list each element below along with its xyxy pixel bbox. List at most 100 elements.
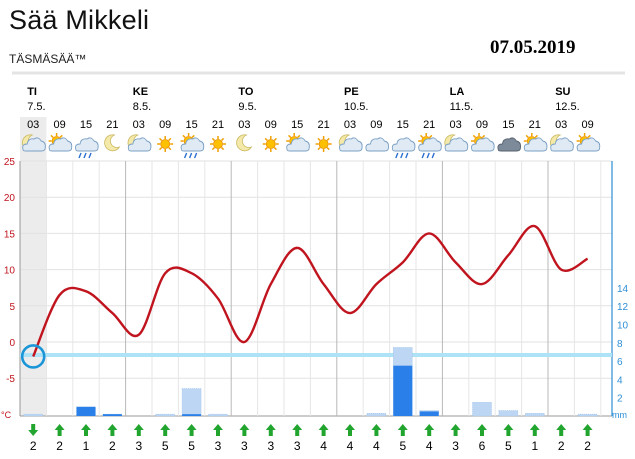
- wind-speed-label: 6: [479, 439, 486, 453]
- day-label-0: TI: [27, 86, 37, 98]
- wind-speed-label: 5: [188, 439, 195, 453]
- sun-cloud-icon: [286, 133, 310, 152]
- sun-rain-cloud-icon: [180, 133, 205, 159]
- precip-max-bar: [181, 388, 202, 417]
- left-tick-label: 25: [4, 157, 16, 168]
- wind-speed-label: 3: [294, 439, 301, 453]
- hour-label: 15: [397, 119, 409, 131]
- wind-speed-label: 3: [135, 439, 142, 453]
- day-label-5: SU: [555, 86, 570, 98]
- service-name: TÄSMÄSÄÄ™: [9, 52, 87, 66]
- hour-label: 09: [370, 119, 382, 131]
- hour-label: 03: [27, 119, 39, 131]
- current-time-marker: [20, 344, 46, 369]
- right-tick-label: 10: [617, 321, 629, 332]
- hour-label: 15: [502, 119, 514, 131]
- hour-label: 03: [344, 119, 356, 131]
- wind-speed-label: 5: [399, 439, 406, 453]
- rain-cloud-icon: [75, 137, 99, 159]
- wind-arrow-icon: [318, 424, 329, 436]
- rain-cloud-icon: [391, 137, 416, 159]
- current-column-shade: [20, 117, 47, 416]
- wind-arrow-icon: [265, 424, 276, 436]
- wind-speed-label: 2: [30, 439, 37, 453]
- wind-arrow-icon: [133, 424, 144, 436]
- day-date-0: 7.5.: [27, 101, 45, 113]
- wind-speed-label: 4: [347, 439, 354, 453]
- wind-speed-label: 4: [426, 439, 433, 453]
- precip-max-bar: [366, 412, 387, 417]
- moon-cloud-icon: [550, 134, 574, 152]
- precip-max-bar: [472, 401, 492, 417]
- day-date-2: 9.5.: [238, 101, 256, 113]
- right-tick-label: 14: [617, 284, 629, 295]
- day-date-5: 12.5.: [555, 101, 579, 113]
- precip-max-bar: [524, 412, 545, 417]
- hour-label: 03: [555, 119, 567, 131]
- wind-arrow-icon: [503, 424, 514, 436]
- wind-speed-label: 5: [505, 439, 512, 453]
- wind-arrow-icon: [160, 424, 171, 436]
- sun-icon: [315, 136, 332, 152]
- left-tick-label: 0: [9, 338, 15, 349]
- wind-speed-label: 3: [241, 439, 248, 453]
- right-tick-label: 6: [617, 357, 623, 368]
- hour-label: 09: [581, 119, 593, 131]
- day-label-2: TO: [238, 86, 254, 98]
- wind-arrow-icon: [107, 424, 118, 436]
- left-tick-label: 15: [4, 229, 16, 240]
- precip-bar: [102, 414, 122, 416]
- wind-arrow-icon: [345, 424, 355, 436]
- wind-arrow-icon: [529, 424, 540, 436]
- moon-cloud-icon: [22, 134, 46, 152]
- day-label-4: LA: [450, 86, 465, 98]
- precip-max-bar: [208, 413, 228, 417]
- wind-speed-label: 5: [162, 439, 169, 453]
- wind-arrow-icon: [450, 424, 461, 436]
- sun-icon: [210, 136, 226, 152]
- wind-arrow-icon: [424, 424, 435, 436]
- left-axis-unit: °C: [1, 410, 12, 420]
- hour-label: 09: [265, 119, 277, 131]
- day-date-4: 11.5.: [450, 101, 474, 113]
- sun-icon: [262, 136, 279, 152]
- sun-cloud-icon: [471, 133, 495, 152]
- wind-speed-label: 3: [267, 439, 274, 453]
- dark-cloud-icon: [497, 137, 522, 152]
- wind-speed-label: 3: [452, 439, 459, 453]
- wind-arrow-icon: [397, 424, 408, 436]
- wind-arrow-icon: [292, 424, 303, 436]
- hour-label: 21: [317, 119, 329, 131]
- precip-bar: [393, 365, 413, 416]
- wind-speed-label: 1: [531, 439, 538, 453]
- left-tick-label: 20: [4, 193, 16, 204]
- left-tick-label: 5: [9, 302, 15, 313]
- hour-label: 03: [238, 119, 250, 131]
- day-label-3: PE: [344, 86, 359, 98]
- moon-cloud-icon: [444, 134, 469, 152]
- moon-icon: [104, 134, 121, 152]
- wind-arrow-icon: [28, 424, 39, 436]
- hour-label: 15: [80, 119, 92, 131]
- precip-bar: [419, 411, 439, 416]
- sun-cloud-icon: [523, 133, 548, 152]
- right-tick-label: 2: [617, 394, 623, 405]
- wind-speed-label: 4: [320, 439, 327, 453]
- hour-label: 21: [423, 119, 435, 131]
- sun-cloud-icon: [48, 133, 73, 152]
- precip-max-bar: [577, 413, 598, 417]
- wind-arrow-icon: [213, 424, 223, 436]
- right-tick-label: 4: [617, 375, 623, 386]
- wind-arrow-icon: [54, 424, 65, 436]
- sun-icon: [157, 136, 174, 152]
- moon-icon: [236, 134, 253, 152]
- left-tick-label: -5: [6, 374, 15, 385]
- left-tick-label: 10: [4, 266, 16, 277]
- temperature-line: [32, 224, 589, 357]
- wind-arrow-icon: [371, 424, 382, 436]
- wind-speed-label: 2: [584, 439, 591, 453]
- cloud-icon: [365, 137, 390, 152]
- hour-label: 21: [106, 119, 118, 131]
- right-tick-label: 12: [617, 302, 629, 313]
